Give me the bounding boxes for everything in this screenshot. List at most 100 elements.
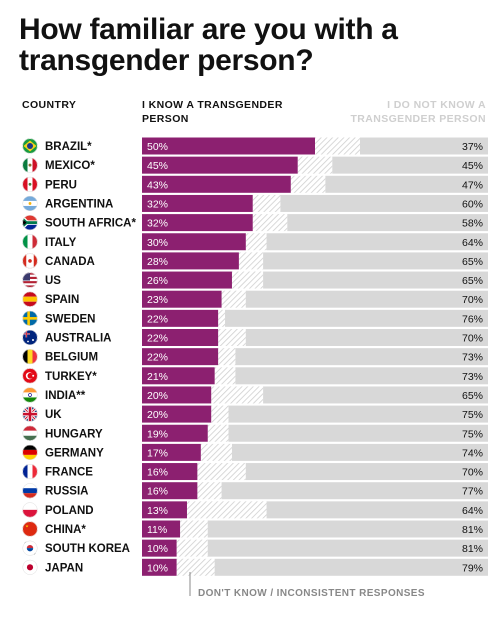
flag-spain-icon bbox=[22, 291, 38, 307]
bar-dont-know bbox=[221, 290, 246, 308]
bar-not-know bbox=[280, 194, 488, 212]
country-label: RUSSIA bbox=[45, 486, 88, 498]
value-label-know: 28% bbox=[147, 256, 168, 268]
bar-dont-know bbox=[218, 309, 226, 327]
bar-row: BRAZIL* 50% 37% bbox=[22, 137, 488, 155]
bar-not-know bbox=[332, 156, 488, 174]
country-label: ITALY bbox=[45, 237, 77, 249]
flag-japan-icon bbox=[22, 559, 38, 575]
flag-china-icon bbox=[22, 521, 38, 537]
flag-india-icon bbox=[22, 387, 38, 403]
bar-row: FRANCE 16% 70% bbox=[22, 463, 488, 481]
country-label: UK bbox=[45, 409, 62, 421]
header-know: I KNOW A TRANSGENDER PERSON bbox=[142, 99, 283, 125]
bar-not-know bbox=[359, 137, 488, 155]
bar-dont-know bbox=[186, 501, 267, 519]
country-label: POLAND bbox=[45, 505, 94, 517]
country-label: SPAIN bbox=[45, 294, 79, 306]
bar-dont-know bbox=[297, 156, 333, 174]
bar-dont-know bbox=[211, 386, 264, 404]
bar-know bbox=[142, 405, 212, 423]
bar-know bbox=[142, 290, 222, 308]
flag-south-africa-icon bbox=[22, 215, 38, 231]
bar-know bbox=[142, 443, 201, 461]
value-label-know: 26% bbox=[147, 275, 168, 287]
value-label-know: 45% bbox=[147, 160, 168, 172]
bar-dont-know bbox=[315, 137, 360, 155]
country-label: AUSTRALIA bbox=[45, 333, 111, 345]
value-label-not-know: 60% bbox=[462, 198, 483, 210]
flag-australia-icon bbox=[22, 329, 38, 346]
bar-dont-know bbox=[197, 482, 222, 500]
bar-dont-know bbox=[231, 271, 264, 289]
bar-row: US 26% 65% bbox=[22, 271, 488, 289]
country-label: HUNGARY bbox=[45, 428, 103, 440]
bar-dont-know bbox=[252, 194, 281, 212]
value-label-know: 22% bbox=[147, 333, 168, 345]
flag-brazil-icon bbox=[22, 138, 38, 154]
bar-dont-know bbox=[214, 367, 236, 385]
bar-know bbox=[142, 175, 291, 193]
value-label-not-know: 65% bbox=[462, 275, 483, 287]
bar-know bbox=[142, 137, 315, 155]
bar-know bbox=[142, 194, 253, 212]
country-label: GERMANY bbox=[45, 447, 104, 459]
bar-row: RUSSIA 16% 77% bbox=[22, 482, 488, 500]
bar-know bbox=[142, 214, 253, 232]
value-label-know: 20% bbox=[147, 409, 168, 421]
bar-not-know bbox=[214, 558, 488, 576]
footnote: DON'T KNOW / INCONSISTENT RESPONSES bbox=[198, 588, 425, 599]
chart-title: How familiar are you with a transgender … bbox=[19, 13, 398, 77]
value-label-not-know: 73% bbox=[462, 371, 483, 383]
bar-row: ITALY 30% 64% bbox=[22, 233, 488, 251]
bar-know bbox=[142, 520, 181, 538]
bar-dont-know bbox=[180, 520, 208, 538]
bar-dont-know bbox=[238, 252, 264, 270]
country-label: BRAZIL* bbox=[45, 141, 92, 153]
bar-row: MEXICO* 45% 45% bbox=[22, 156, 488, 174]
bar-dont-know bbox=[200, 443, 232, 461]
bar-not-know bbox=[228, 405, 488, 423]
header-country: COUNTRY bbox=[22, 99, 77, 111]
value-label-not-know: 65% bbox=[462, 390, 483, 402]
bar-know bbox=[142, 329, 219, 346]
country-label: SOUTH KOREA bbox=[45, 543, 130, 555]
bar-not-know bbox=[266, 233, 488, 251]
bar-row: SOUTH KOREA 10% 81% bbox=[22, 539, 489, 557]
bar-know bbox=[142, 558, 177, 576]
country-label: MEXICO* bbox=[45, 160, 95, 172]
flag-germany-icon bbox=[22, 444, 38, 460]
bar-row: CANADA 28% 65% bbox=[22, 252, 488, 270]
flag-mexico-icon bbox=[22, 157, 38, 173]
value-label-not-know: 64% bbox=[462, 505, 483, 517]
flag-us-icon bbox=[22, 272, 38, 288]
value-label-not-know: 76% bbox=[462, 313, 483, 325]
value-label-not-know: 74% bbox=[462, 447, 483, 459]
value-label-not-know: 45% bbox=[462, 160, 483, 172]
bar-row: HUNGARY 19% 75% bbox=[22, 424, 488, 442]
flag-argentina-icon bbox=[22, 195, 38, 211]
value-label-know: 11% bbox=[147, 524, 167, 536]
value-label-know: 16% bbox=[147, 467, 168, 479]
header-not-know: I DO NOT KNOW A TRANSGENDER PERSON bbox=[350, 99, 486, 125]
bar-know bbox=[142, 309, 219, 327]
bar-dont-know bbox=[245, 233, 267, 251]
bar-row: SWEDEN 22% 76% bbox=[22, 309, 489, 327]
bar-not-know bbox=[235, 367, 488, 385]
bar-know bbox=[142, 386, 212, 404]
bar-not-know bbox=[207, 520, 489, 538]
flag-hungary-icon bbox=[22, 425, 38, 441]
bar-row: SOUTH AFRICA* 32% 58% bbox=[22, 214, 488, 232]
bar-not-know bbox=[245, 463, 488, 481]
country-label: JAPAN bbox=[45, 562, 83, 574]
bar-not-know bbox=[245, 329, 488, 346]
bar-know bbox=[142, 233, 246, 251]
bar-dont-know bbox=[211, 405, 229, 423]
value-label-not-know: 47% bbox=[462, 179, 483, 191]
country-label: INDIA** bbox=[45, 390, 86, 402]
bar-know bbox=[142, 367, 215, 385]
bar-not-know bbox=[263, 252, 488, 270]
bar-not-know bbox=[231, 443, 488, 461]
bar-know bbox=[142, 463, 198, 481]
flag-france-icon bbox=[22, 464, 38, 480]
